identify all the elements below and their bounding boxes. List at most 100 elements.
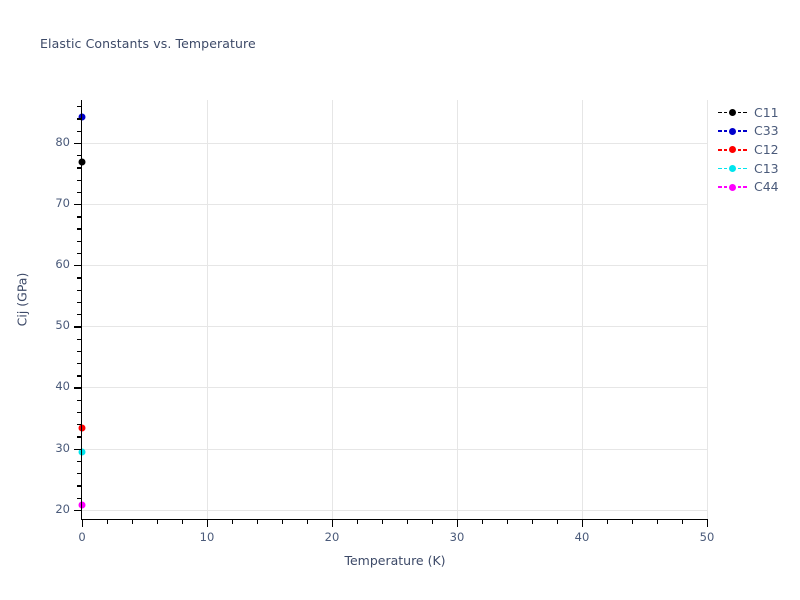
gridline-horizontal (82, 265, 707, 267)
legend-label: C44 (754, 179, 779, 195)
x-tick-minor (257, 519, 259, 524)
y-tick-minor (77, 289, 82, 291)
legend-item-c33[interactable]: C33 (718, 122, 798, 141)
x-tick-label: 0 (78, 530, 86, 544)
x-tick-label: 10 (199, 530, 215, 544)
y-tick-minor (77, 277, 82, 279)
x-tick-minor (482, 519, 484, 524)
gridline-horizontal (82, 326, 707, 328)
legend-dot (729, 109, 736, 117)
x-tick-minor (657, 519, 659, 524)
y-tick-minor (77, 375, 82, 377)
y-tick-minor (77, 118, 82, 120)
gridline-horizontal (82, 203, 707, 205)
legend-dash (718, 167, 722, 170)
y-tick-minor (77, 106, 82, 108)
y-tick-minor (77, 485, 82, 487)
legend-dash (718, 148, 722, 151)
legend-dash (723, 148, 727, 151)
y-tick-label: 20 (55, 501, 70, 516)
legend-dash (718, 111, 722, 114)
y-tick-label: 30 (55, 440, 70, 455)
legend-item-c13[interactable]: C13 (718, 159, 798, 178)
legend-dash (743, 167, 747, 170)
y-tick-major (74, 509, 82, 512)
legend-dash (723, 111, 727, 114)
legend-dash (743, 148, 747, 151)
y-axis-spine (81, 100, 83, 520)
y-tick-minor (77, 155, 82, 157)
x-tick-minor (607, 519, 609, 524)
y-tick-major (74, 142, 82, 145)
legend-dot (729, 183, 736, 191)
y-tick-minor (77, 179, 82, 181)
x-axis-spine (81, 518, 707, 520)
y-tick-label: 60 (55, 257, 70, 272)
legend-dash (737, 167, 741, 170)
x-tick-major (707, 519, 709, 527)
gridline-vertical (457, 100, 458, 519)
gridline-vertical (207, 100, 208, 519)
legend-dash (723, 167, 727, 170)
x-tick-minor (232, 519, 234, 524)
x-tick-label: 20 (324, 530, 340, 544)
y-tick-minor (77, 240, 82, 242)
legend-dash (723, 130, 727, 132)
x-tick-minor (682, 519, 684, 524)
x-tick-minor (282, 519, 284, 524)
x-tick-minor (132, 519, 134, 524)
y-tick-minor (77, 314, 82, 316)
legend-dot (729, 146, 736, 154)
legend-dash (737, 186, 741, 188)
x-tick-minor (182, 519, 184, 524)
legend-marker-icon (718, 125, 748, 137)
legend-marker-icon (718, 106, 748, 118)
legend-item-c11[interactable]: C11 (718, 103, 798, 122)
x-tick-minor (307, 519, 309, 524)
legend-item-c44[interactable]: C44 (718, 177, 798, 196)
x-tick-major (207, 519, 209, 527)
y-tick-minor (77, 350, 82, 353)
y-tick-minor (77, 130, 82, 132)
gridline-horizontal (82, 509, 707, 511)
x-tick-minor (407, 519, 409, 524)
y-tick-minor (77, 252, 82, 255)
y-tick-minor (77, 191, 82, 194)
gridline-vertical (332, 100, 333, 519)
x-tick-label: 40 (574, 530, 590, 544)
y-axis-label: Cij (GPa) (14, 272, 30, 327)
legend-item-c12[interactable]: C12 (718, 140, 798, 159)
y-tick-minor (77, 473, 82, 475)
legend-marker-icon (718, 162, 748, 174)
legend-marker-icon (718, 181, 748, 193)
gridline-horizontal (82, 387, 707, 389)
y-tick-minor (77, 460, 82, 463)
legend-dash (737, 111, 741, 114)
x-tick-minor (432, 519, 434, 524)
y-tick-minor (77, 228, 82, 230)
y-tick-minor (77, 301, 82, 304)
gridline-vertical (582, 100, 583, 519)
legend-dash (737, 148, 741, 151)
x-tick-minor (357, 519, 359, 524)
x-tick-major (457, 519, 459, 527)
legend-label: C11 (754, 104, 779, 120)
x-tick-minor (557, 519, 559, 524)
x-axis-label: Temperature (K) (344, 553, 446, 568)
x-tick-major (332, 519, 334, 527)
chart-legend: C11 C33 C12 C13 C44 (718, 103, 798, 196)
gridline-horizontal (82, 448, 707, 450)
x-tick-minor (532, 519, 534, 524)
y-tick-minor (77, 399, 82, 402)
legend-dash (743, 130, 747, 132)
y-tick-minor (77, 216, 82, 218)
y-tick-minor (77, 436, 82, 438)
legend-dot (729, 127, 736, 135)
plot-area (78, 100, 708, 519)
y-tick-minor (77, 497, 82, 499)
y-tick-major (74, 203, 82, 206)
x-tick-major (582, 519, 584, 527)
y-tick-major (74, 387, 82, 389)
legend-dash (718, 186, 722, 188)
